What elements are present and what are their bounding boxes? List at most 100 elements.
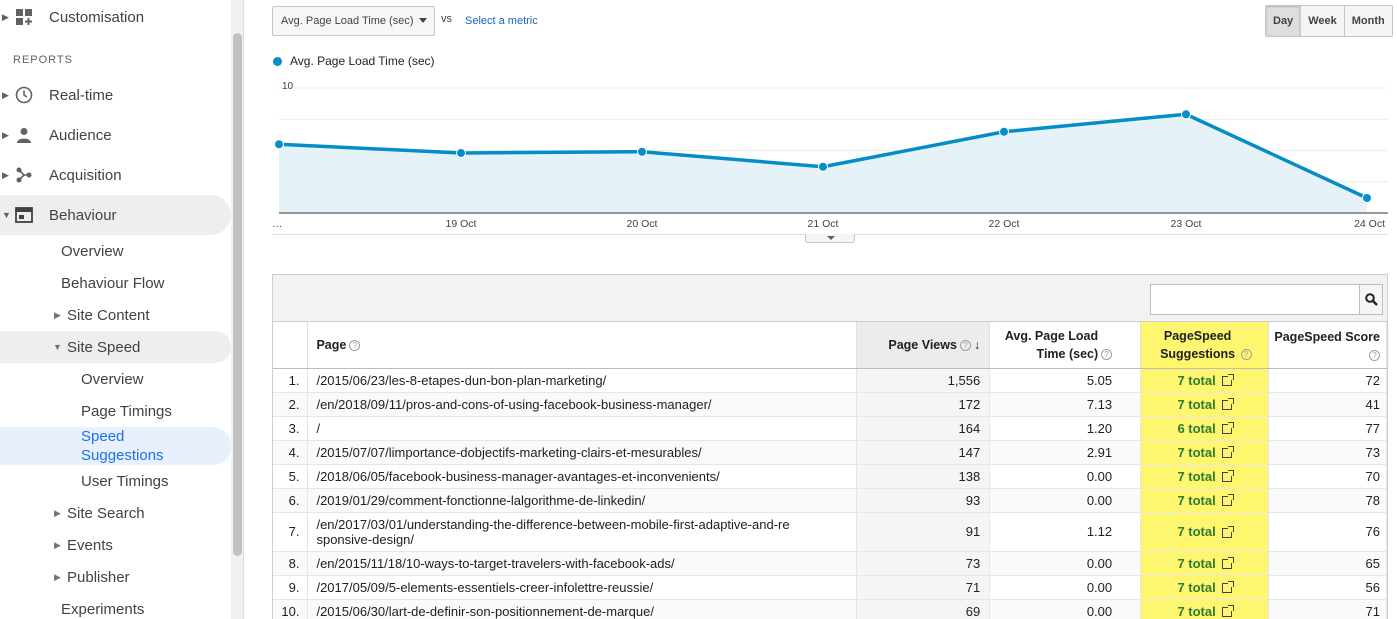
page-link[interactable]: /2015/06/30/lart-de-definir-son-position… [316, 603, 654, 619]
sidebar-item-site-content[interactable]: ▶ Site Content [0, 300, 231, 330]
suggestions-link[interactable]: 7 total [1177, 579, 1216, 595]
data-point [274, 139, 284, 150]
page-link[interactable]: /2015/07/07/limportance-dobjectifs-marke… [316, 444, 702, 460]
suggestions-link[interactable]: 7 total [1177, 524, 1216, 539]
sidebar-item-site-speed-overview[interactable]: Overview [0, 364, 231, 394]
sidebar-item-label: Customisation [49, 8, 145, 26]
suggestions-link[interactable]: 7 total [1177, 444, 1216, 460]
help-icon[interactable]: ? [1369, 350, 1380, 362]
header-page-views[interactable]: Page Views? ↓ [856, 322, 991, 369]
sidebar-item-user-timings[interactable]: User Timings [0, 466, 231, 496]
suggestions-link[interactable]: 7 total [1177, 603, 1216, 619]
score-cell: 76 [1365, 524, 1380, 539]
help-icon[interactable]: ? [1240, 348, 1252, 360]
header-pagespeed-score[interactable]: PageSpeed Score? [1268, 322, 1387, 369]
suggestions-link-cell: 7 total [1140, 599, 1270, 619]
header-pagespeed-suggestions[interactable]: PageSpeed Suggestions? [1140, 322, 1270, 369]
external-link-icon[interactable] [1221, 422, 1234, 435]
search-button[interactable] [1359, 284, 1383, 315]
metric-select[interactable]: Avg. Page Load Time (sec) [272, 6, 435, 36]
row-index: 9. [288, 579, 300, 595]
load-time-cell-cell: 0.00 [989, 599, 1142, 619]
table-row: 7. /en/2017/03/01/understanding-the-diffe… [273, 512, 1387, 552]
external-link-icon[interactable] [1221, 494, 1234, 507]
header-label: PageSpeed Score [1274, 330, 1380, 344]
row-index: 4. [288, 444, 300, 460]
help-icon[interactable]: ? [1101, 348, 1113, 360]
period-day-button[interactable]: Day [1266, 6, 1302, 36]
help-icon[interactable]: ? [959, 339, 971, 351]
page-views-cell: 69 [965, 603, 981, 619]
load-time-cell-cell: 1.20 [989, 416, 1142, 441]
sidebar-scrollbar-thumb[interactable] [233, 33, 242, 556]
suggestions-link[interactable]: 7 total [1177, 396, 1216, 412]
chart-resize-handle[interactable] [805, 234, 855, 243]
legend-marker [273, 57, 282, 66]
table-row: 5. /2018/06/05/facebook-business-manager-… [273, 464, 1387, 489]
page-link[interactable]: /en/2015/11/18/10-ways-to-target-travele… [316, 555, 675, 571]
load-time-cell-cell: 7.13 [989, 392, 1142, 417]
suggestions-link[interactable]: 7 total [1177, 555, 1216, 571]
data-point [1181, 109, 1191, 120]
sidebar-item-realtime[interactable]: ▶ Real-time [0, 75, 231, 115]
data-point [637, 146, 647, 157]
page-link[interactable]: /en/2018/09/11/pros-and-cons-of-using-fa… [316, 396, 712, 412]
sidebar-item-behaviour[interactable]: ▼ Behaviour [0, 195, 231, 235]
page-link[interactable]: /en/2017/03/01/understanding-the-differe… [316, 516, 790, 547]
sidebar-item-events[interactable]: ▶ Events [0, 530, 231, 560]
sidebar-item-page-timings[interactable]: Page Timings [0, 396, 231, 426]
page-link-cell: /en/2015/11/18/10-ways-to-target-travele… [307, 551, 858, 576]
sidebar-item-label: Page Timings [81, 402, 172, 420]
x-tick-label: 23 Oct [1171, 218, 1202, 230]
sidebar-item-acquisition[interactable]: ▶ Acquisition [0, 155, 231, 195]
external-link-icon[interactable] [1221, 446, 1234, 459]
sidebar-item-experiments[interactable]: Experiments [0, 594, 231, 619]
external-link-icon[interactable] [1221, 398, 1234, 411]
external-link-icon[interactable] [1221, 525, 1234, 538]
sidebar-item-audience[interactable]: ▶ Audience [0, 115, 231, 155]
select-metric-link[interactable]: Select a metric [465, 15, 538, 27]
page-link[interactable]: /2019/01/29/comment-fonctionne-lalgorith… [316, 492, 646, 508]
page-link[interactable]: /2015/06/23/les-8-etapes-dun-bon-plan-ma… [316, 372, 607, 388]
header-label: Page [316, 337, 347, 352]
sidebar-item-site-speed[interactable]: ▼ Site Speed [0, 332, 231, 362]
sidebar-item-overview[interactable]: Overview [0, 236, 231, 266]
external-link-icon[interactable] [1221, 470, 1234, 483]
caret-right-icon: ▶ [2, 129, 9, 140]
page-link[interactable]: /2018/06/05/facebook-business-manager-av… [316, 468, 720, 484]
row-index: 1. [288, 372, 300, 388]
suggestions-link[interactable]: 7 total [1177, 492, 1216, 508]
external-link-icon[interactable] [1221, 605, 1234, 618]
sidebar-item-customisation[interactable]: ▶ Customisation [0, 0, 231, 37]
score-cell: 73 [1365, 444, 1380, 460]
score-cell: 78 [1365, 492, 1380, 508]
period-week-button[interactable]: Week [1301, 6, 1345, 36]
external-link-icon[interactable] [1221, 557, 1234, 570]
data-table-container: Page? Page Views? ↓ Avg. Page Load Time (… [272, 274, 1388, 619]
period-month-button[interactable]: Month [1344, 6, 1392, 36]
table-search-input[interactable] [1150, 284, 1360, 315]
page-views-cell: 73 [965, 555, 981, 571]
row-index: 7. [288, 524, 300, 539]
external-link-icon[interactable] [1221, 374, 1234, 387]
search-icon [1364, 293, 1378, 306]
customisation-icon [14, 7, 34, 27]
header-page[interactable]: Page? [307, 322, 858, 369]
suggestions-link[interactable]: 6 total [1177, 420, 1216, 436]
suggestions-link[interactable]: 7 total [1177, 468, 1216, 484]
sidebar-item-site-search[interactable]: ▶ Site Search [0, 498, 231, 528]
sidebar-item-speed-suggestions[interactable]: Speed Suggestions [0, 427, 231, 465]
external-link-icon[interactable] [1221, 581, 1234, 594]
table-row: 2. /en/2018/09/11/pros-and-cons-of-using-… [273, 392, 1387, 417]
sidebar-item-behaviour-flow[interactable]: Behaviour Flow [0, 268, 231, 298]
page-link[interactable]: /2017/05/09/5-elements-essentiels-creer-… [316, 579, 654, 595]
page-views-cell-cell: 138 [856, 464, 991, 489]
page-link[interactable]: / [316, 420, 321, 436]
suggestions-link[interactable]: 7 total [1177, 372, 1216, 388]
header-avg-load-time[interactable]: Avg. Page Load Time (sec)? [989, 322, 1142, 369]
sidebar-item-publisher[interactable]: ▶ Publisher [0, 562, 231, 592]
score-cell-cell: 72 [1268, 368, 1387, 393]
load-time-cell-cell: 5.05 [989, 368, 1142, 393]
help-icon[interactable]: ? [349, 339, 361, 351]
